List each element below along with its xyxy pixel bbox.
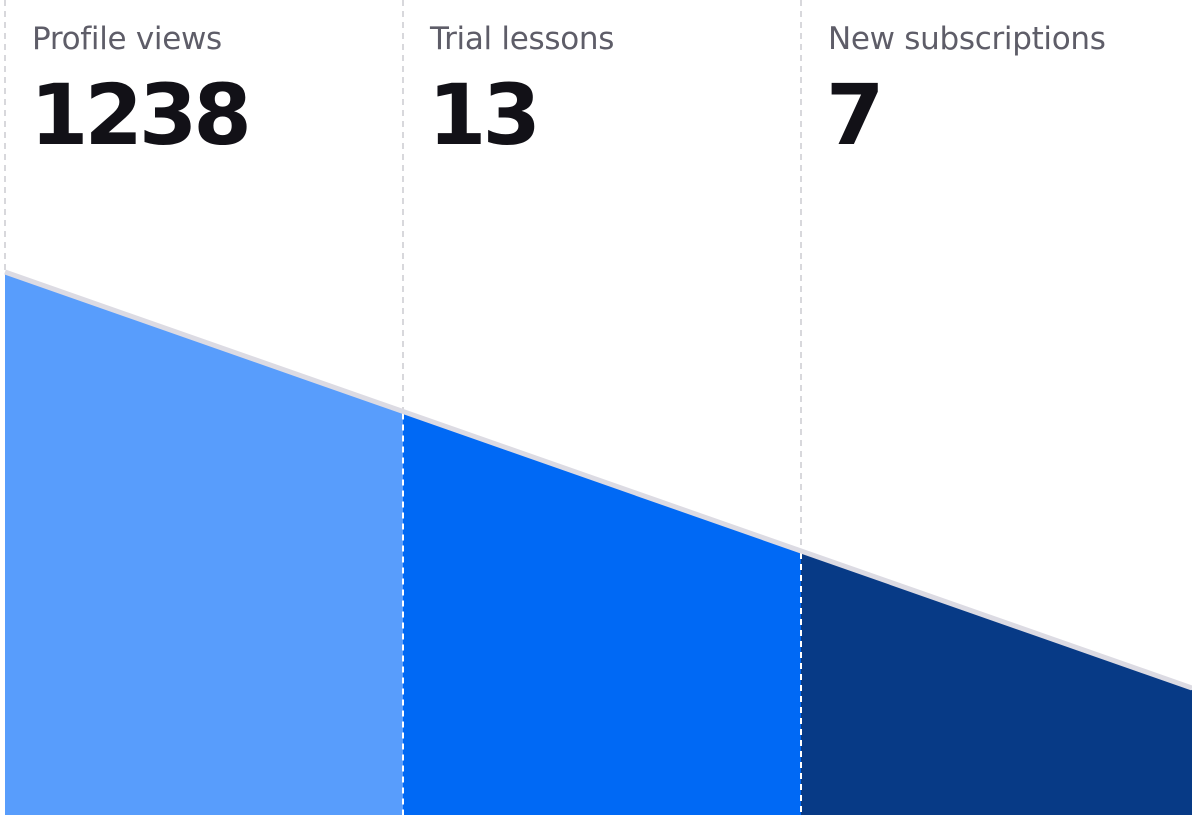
stage-label: New subscriptions [828, 21, 1106, 57]
funnel-segments [5, 274, 1192, 815]
funnel-segment-new-subscriptions [801, 552, 1192, 815]
stage-label: Trial lessons [430, 21, 615, 57]
stage-value: 13 [428, 66, 541, 164]
funnel-top-edge [4, 269, 1192, 691]
stage-label: Profile views [32, 21, 222, 57]
stage-value: 7 [826, 66, 884, 164]
funnel-segment-trial-lessons [403, 413, 801, 815]
stage-value: 1238 [30, 66, 252, 164]
funnel-segment-profile-views [5, 274, 403, 815]
stage-dividers [4, 0, 802, 815]
funnel-edge-line [4, 269, 1192, 691]
